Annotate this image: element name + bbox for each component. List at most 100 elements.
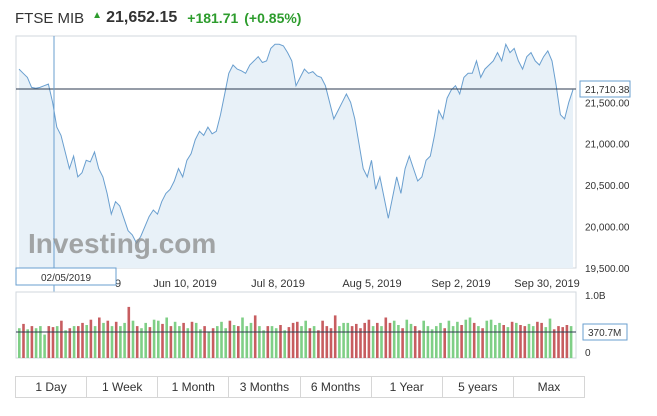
volume-bar: [515, 322, 518, 358]
y-tick-label: 21,000.00: [585, 140, 630, 151]
tab-1-day[interactable]: 1 Day: [16, 377, 88, 397]
volume-bar: [253, 315, 257, 358]
volume-bar: [569, 326, 573, 358]
price-change: +181.71: [187, 10, 239, 26]
volume-bar: [342, 322, 345, 358]
volume-bar: [232, 325, 236, 358]
volume-bar: [190, 321, 194, 358]
volume-bar: [472, 322, 476, 358]
volume-bar: [506, 327, 510, 358]
volume-bar: [388, 322, 392, 358]
volume-bar: [135, 326, 139, 358]
volume-bar: [376, 322, 379, 358]
volume-bar: [89, 319, 93, 358]
x-tick-label: Sep 30, 2019: [514, 278, 579, 290]
volume-bar: [464, 319, 468, 358]
volume-bar: [22, 323, 25, 358]
tab-6-months[interactable]: 6 Months: [301, 377, 372, 397]
volume-bar: [460, 325, 463, 358]
volume-bar: [371, 326, 375, 358]
volume-bar: [321, 320, 324, 358]
volume-bar: [405, 319, 409, 358]
volume-bar: [325, 326, 329, 358]
volume-bar: [392, 320, 396, 358]
volume-bar: [39, 326, 42, 358]
volume-bar: [519, 325, 522, 358]
y-tick-label: 21,500.00: [585, 98, 630, 109]
volume-bar: [422, 320, 425, 358]
volume-bar: [51, 327, 55, 358]
volume-bar: [502, 325, 505, 358]
volume-bar: [418, 330, 421, 358]
x-tick-label: Sep 2, 2019: [431, 278, 490, 290]
quote-header: FTSE MIB ▲ 21,652.15 +181.71 (+0.85%): [15, 6, 301, 30]
volume-bar: [140, 328, 143, 358]
volume-bar: [531, 326, 535, 358]
last-price: 21,652.15: [106, 9, 178, 26]
volume-bar: [312, 326, 316, 358]
volume-bar: [494, 325, 497, 358]
volume-bar: [241, 317, 244, 358]
volume-bar: [308, 328, 312, 358]
volume-bar: [367, 319, 371, 358]
volume-bar: [199, 329, 202, 358]
volume-bar: [287, 327, 291, 358]
volume-bar: [413, 326, 417, 358]
volume-bar: [485, 320, 489, 358]
volume-bar: [296, 321, 299, 358]
tab-1-week[interactable]: 1 Week: [87, 377, 159, 397]
tab-3-months[interactable]: 3 Months: [229, 377, 301, 397]
tab-5-years[interactable]: 5 years: [443, 377, 514, 397]
up-arrow-icon: ▲: [92, 9, 103, 21]
volume-bar: [561, 327, 564, 358]
volume-bar: [283, 330, 286, 358]
volume-bar: [43, 334, 46, 358]
volume-bar: [194, 322, 198, 358]
volume-bar: [119, 326, 122, 358]
volume-bar: [98, 317, 101, 358]
volume-bar: [430, 329, 434, 358]
volume-bar: [274, 328, 278, 358]
volume-bar: [64, 330, 67, 358]
volume-bar: [409, 323, 413, 358]
volume-bar: [169, 326, 173, 358]
volume-bar: [26, 329, 29, 358]
volume-bar: [548, 318, 552, 358]
volume-axis-bottom: 0: [585, 348, 591, 359]
date-readout: 02/05/2019: [41, 273, 91, 284]
volume-bar: [536, 321, 539, 358]
volume-bar: [165, 317, 168, 358]
percent-change: (+0.85%): [244, 10, 302, 26]
volume-axis-top: 1.0B: [585, 291, 606, 302]
volume-bar: [211, 328, 215, 358]
volume-bar: [220, 321, 223, 358]
volume-bar: [34, 328, 38, 358]
volume-bar: [207, 331, 211, 358]
volume-bar: [338, 326, 341, 358]
volume-bar: [329, 328, 333, 358]
volume-bar: [350, 326, 354, 358]
volume-bar: [346, 322, 350, 358]
volume-bar: [447, 320, 451, 358]
volume-bar: [439, 322, 442, 358]
volume-bar: [18, 328, 21, 358]
volume-bar: [262, 330, 265, 358]
tab-1-year[interactable]: 1 Year: [372, 377, 443, 397]
watermark-logo: Investing.com: [28, 228, 216, 259]
volume-bar: [279, 325, 282, 358]
volume-bar: [426, 326, 430, 358]
volume-bar: [304, 320, 307, 358]
volume-bar: [110, 326, 114, 358]
volume-bar: [451, 326, 455, 358]
volume-bar: [81, 322, 84, 358]
volume-readout: 370.7M: [588, 328, 621, 339]
tab-1-month[interactable]: 1 Month: [158, 377, 230, 397]
tab-max[interactable]: Max: [537, 380, 561, 394]
volume-bar: [333, 315, 337, 358]
volume-bar: [102, 322, 105, 358]
x-tick-label: Aug 5, 2019: [342, 278, 401, 290]
volume-bar: [114, 321, 118, 358]
volume-bar: [380, 326, 383, 358]
volume-bar: [144, 322, 147, 358]
